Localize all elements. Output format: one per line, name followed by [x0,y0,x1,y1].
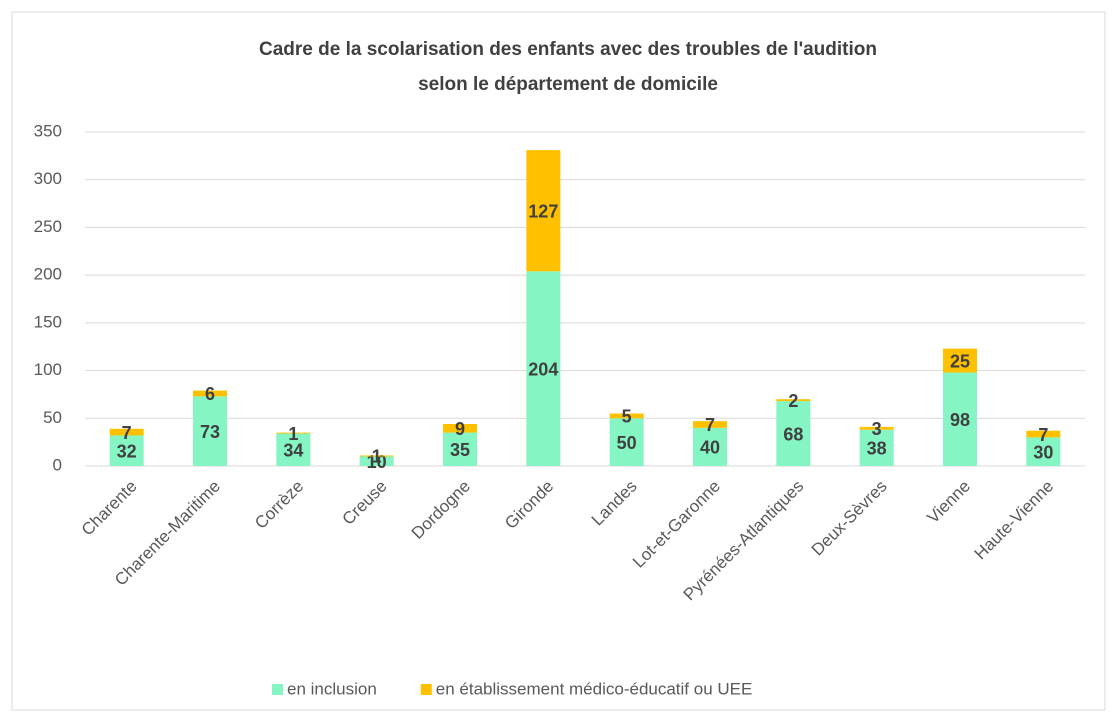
bar-segment [359,456,394,466]
data-label: 40 [700,438,720,458]
bar-segment [109,435,144,466]
data-label: 9 [455,419,465,439]
legend-swatch [272,684,283,695]
bar-segment [693,421,727,428]
bar-segment [609,413,644,419]
chart-title: selon le département de domicile [418,74,718,95]
data-label: 25 [950,351,970,371]
data-label: 5 [622,407,632,427]
data-label: 127 [528,201,558,221]
y-tick-label: 350 [34,121,62,140]
y-tick-label: 200 [34,265,62,284]
bar-segment [276,433,311,466]
legend-label: en inclusion [287,679,377,698]
bar-segment [359,455,394,457]
data-label: 2 [788,391,798,411]
y-tick-label: 50 [43,408,62,427]
data-label: 34 [283,441,303,461]
data-label: 1 [372,447,382,467]
bar-segment [859,426,894,430]
data-label: 35 [450,440,470,460]
bar-segment [943,372,977,466]
data-label: 3 [872,419,882,439]
legend-label: en établissement médico-éducatif ou UEE [436,679,753,698]
y-tick-label: 0 [53,455,62,474]
data-label: 1 [288,424,298,444]
data-label: 204 [528,359,558,379]
bar-segment [109,428,144,436]
y-tick-label: 150 [34,312,62,331]
bar-segment [526,150,561,272]
bar-segment [443,424,477,433]
bar-segment [859,429,894,466]
bar-segment [276,432,311,434]
data-label: 6 [205,384,215,404]
data-label: 73 [200,422,220,442]
bar-segment [1026,430,1061,438]
y-tick-label: 250 [34,217,62,236]
data-label: 30 [1033,442,1053,462]
bar-segment [776,399,811,402]
data-label: 50 [617,433,637,453]
data-label: 7 [1038,425,1048,445]
legend-swatch [420,684,432,695]
bar-segment [776,401,811,466]
bar-segment [943,348,977,373]
bar-segment [1026,437,1061,466]
bar-segment [443,432,477,466]
data-label: 98 [950,410,970,430]
data-label: 38 [867,439,887,459]
data-label: 7 [705,415,715,435]
data-label: 68 [783,424,803,444]
bar-segment [193,396,227,466]
bar-segment [193,390,227,397]
chart-title: Cadre de la scolarisation des enfants av… [259,39,877,60]
y-tick-label: 300 [34,169,62,188]
data-label: 10 [367,452,387,472]
bar-segment [609,418,644,466]
bar-segment [526,271,561,466]
y-tick-label: 100 [34,360,62,379]
data-label: 7 [122,423,132,443]
data-label: 32 [117,441,137,461]
bar-segment [693,427,727,466]
